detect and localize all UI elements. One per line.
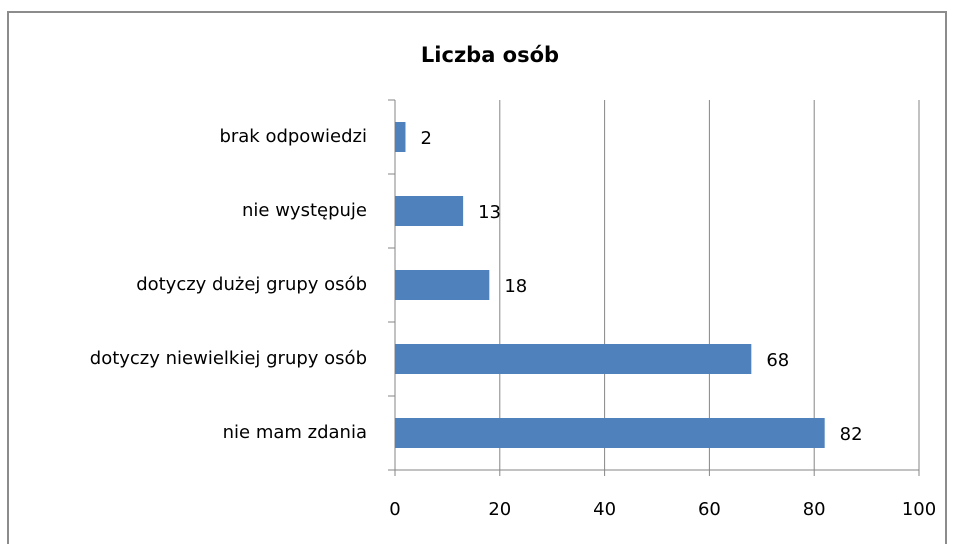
y-tick-label: nie mam zdania	[223, 422, 367, 443]
bar	[395, 344, 752, 374]
data-label: 13	[478, 202, 501, 223]
bar	[395, 122, 406, 152]
data-label: 2	[420, 128, 431, 149]
data-label: 18	[504, 276, 527, 297]
y-tick-label: dotyczy dużej grupy osób	[136, 274, 367, 295]
x-tick-label: 20	[488, 499, 511, 520]
data-label: 82	[840, 424, 863, 445]
x-tick-label: 60	[698, 499, 721, 520]
chart-title: Liczba osób	[421, 43, 559, 67]
y-tick-label: nie występuje	[242, 200, 367, 221]
x-tick-label: 0	[389, 499, 400, 520]
y-tick-label: dotyczy niewielkiej grupy osób	[90, 348, 367, 369]
bar	[395, 196, 464, 226]
x-tick-label: 100	[902, 499, 936, 520]
bar	[395, 270, 490, 300]
x-tick-label: 40	[593, 499, 616, 520]
data-label: 68	[766, 350, 789, 371]
x-tick-label: 80	[803, 499, 826, 520]
bar	[395, 418, 825, 448]
y-tick-label: brak odpowiedzi	[219, 126, 367, 147]
